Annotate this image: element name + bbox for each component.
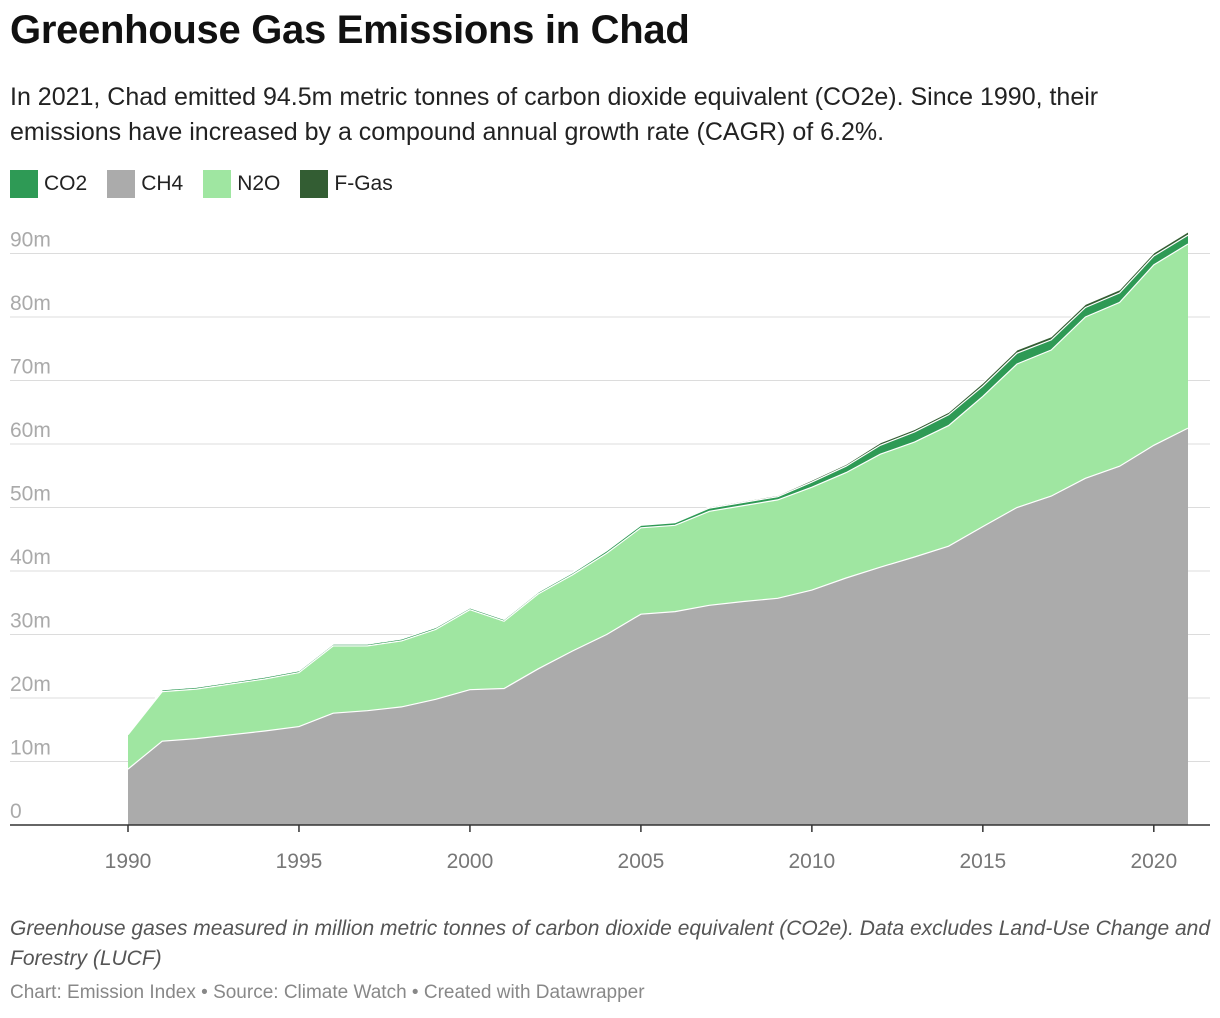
legend-item-n2o: N2O [203, 170, 280, 198]
area-edge-fgas [127, 231, 1189, 734]
y-tick-label: 0 [10, 800, 22, 823]
stacked-area-chart: 0 10m 20m 30m 40m 50m 60m 70m 80m 90m 1990 1995 200… [10, 229, 1210, 873]
legend: CO2 CH4 N2O F-Gas [10, 170, 413, 198]
legend-item-fgas: F-Gas [300, 170, 393, 198]
y-tick-label: 70m [10, 356, 51, 379]
area-edge-ch4 [127, 427, 1189, 770]
x-tick-label: 2000 [447, 850, 494, 873]
area-layer [127, 231, 1189, 825]
y-tick-label: 60m [10, 419, 51, 442]
y-axis-labels: 0 10m 20m 30m 40m 50m 60m 70m 80m 90m [10, 229, 51, 824]
legend-item-ch4: CH4 [107, 170, 183, 198]
legend-label-n2o: N2O [237, 172, 281, 195]
legend-swatch-ch4 [107, 170, 136, 198]
x-tick-label: 1990 [105, 850, 152, 873]
y-tick-label: 20m [10, 673, 51, 696]
legend-item-co2: CO2 [10, 170, 87, 198]
area-n2o [128, 244, 1188, 770]
legend-swatch-fgas [300, 170, 329, 198]
area-edge-n2o [127, 243, 1189, 736]
legend-swatch-n2o [203, 170, 232, 198]
y-tick-label: 10m [10, 737, 51, 760]
chart-subtitle: In 2021, Chad emitted 94.5m metric tonne… [10, 83, 1099, 146]
y-tick-label: 50m [10, 483, 51, 506]
chart-byline: Chart: Emission Index • Source: Climate … [10, 982, 645, 1003]
y-tick-label: 40m [10, 546, 51, 569]
legend-label-fgas: F-Gas [334, 172, 393, 195]
area-ch4 [128, 428, 1188, 825]
x-tick-label: 2005 [618, 850, 665, 873]
legend-label-co2: CO2 [44, 172, 88, 195]
y-tick-label: 80m [10, 292, 51, 315]
chart-notes: Greenhouse gases measured in million met… [10, 917, 1211, 970]
y-tick-label: 90m [10, 229, 51, 252]
legend-swatch-co2 [10, 170, 38, 198]
x-tick-label: 2010 [789, 850, 836, 873]
x-tick-label: 1995 [276, 850, 323, 873]
y-tick-label: 30m [10, 610, 51, 633]
legend-label-ch4: CH4 [141, 172, 184, 195]
x-axis: 1990 1995 2000 2005 2010 2015 2020 [10, 824, 1210, 873]
chart-title: Greenhouse Gas Emissions in Chad [10, 8, 690, 52]
x-tick-label: 2015 [959, 850, 1006, 873]
x-tick-label: 2020 [1130, 850, 1177, 873]
